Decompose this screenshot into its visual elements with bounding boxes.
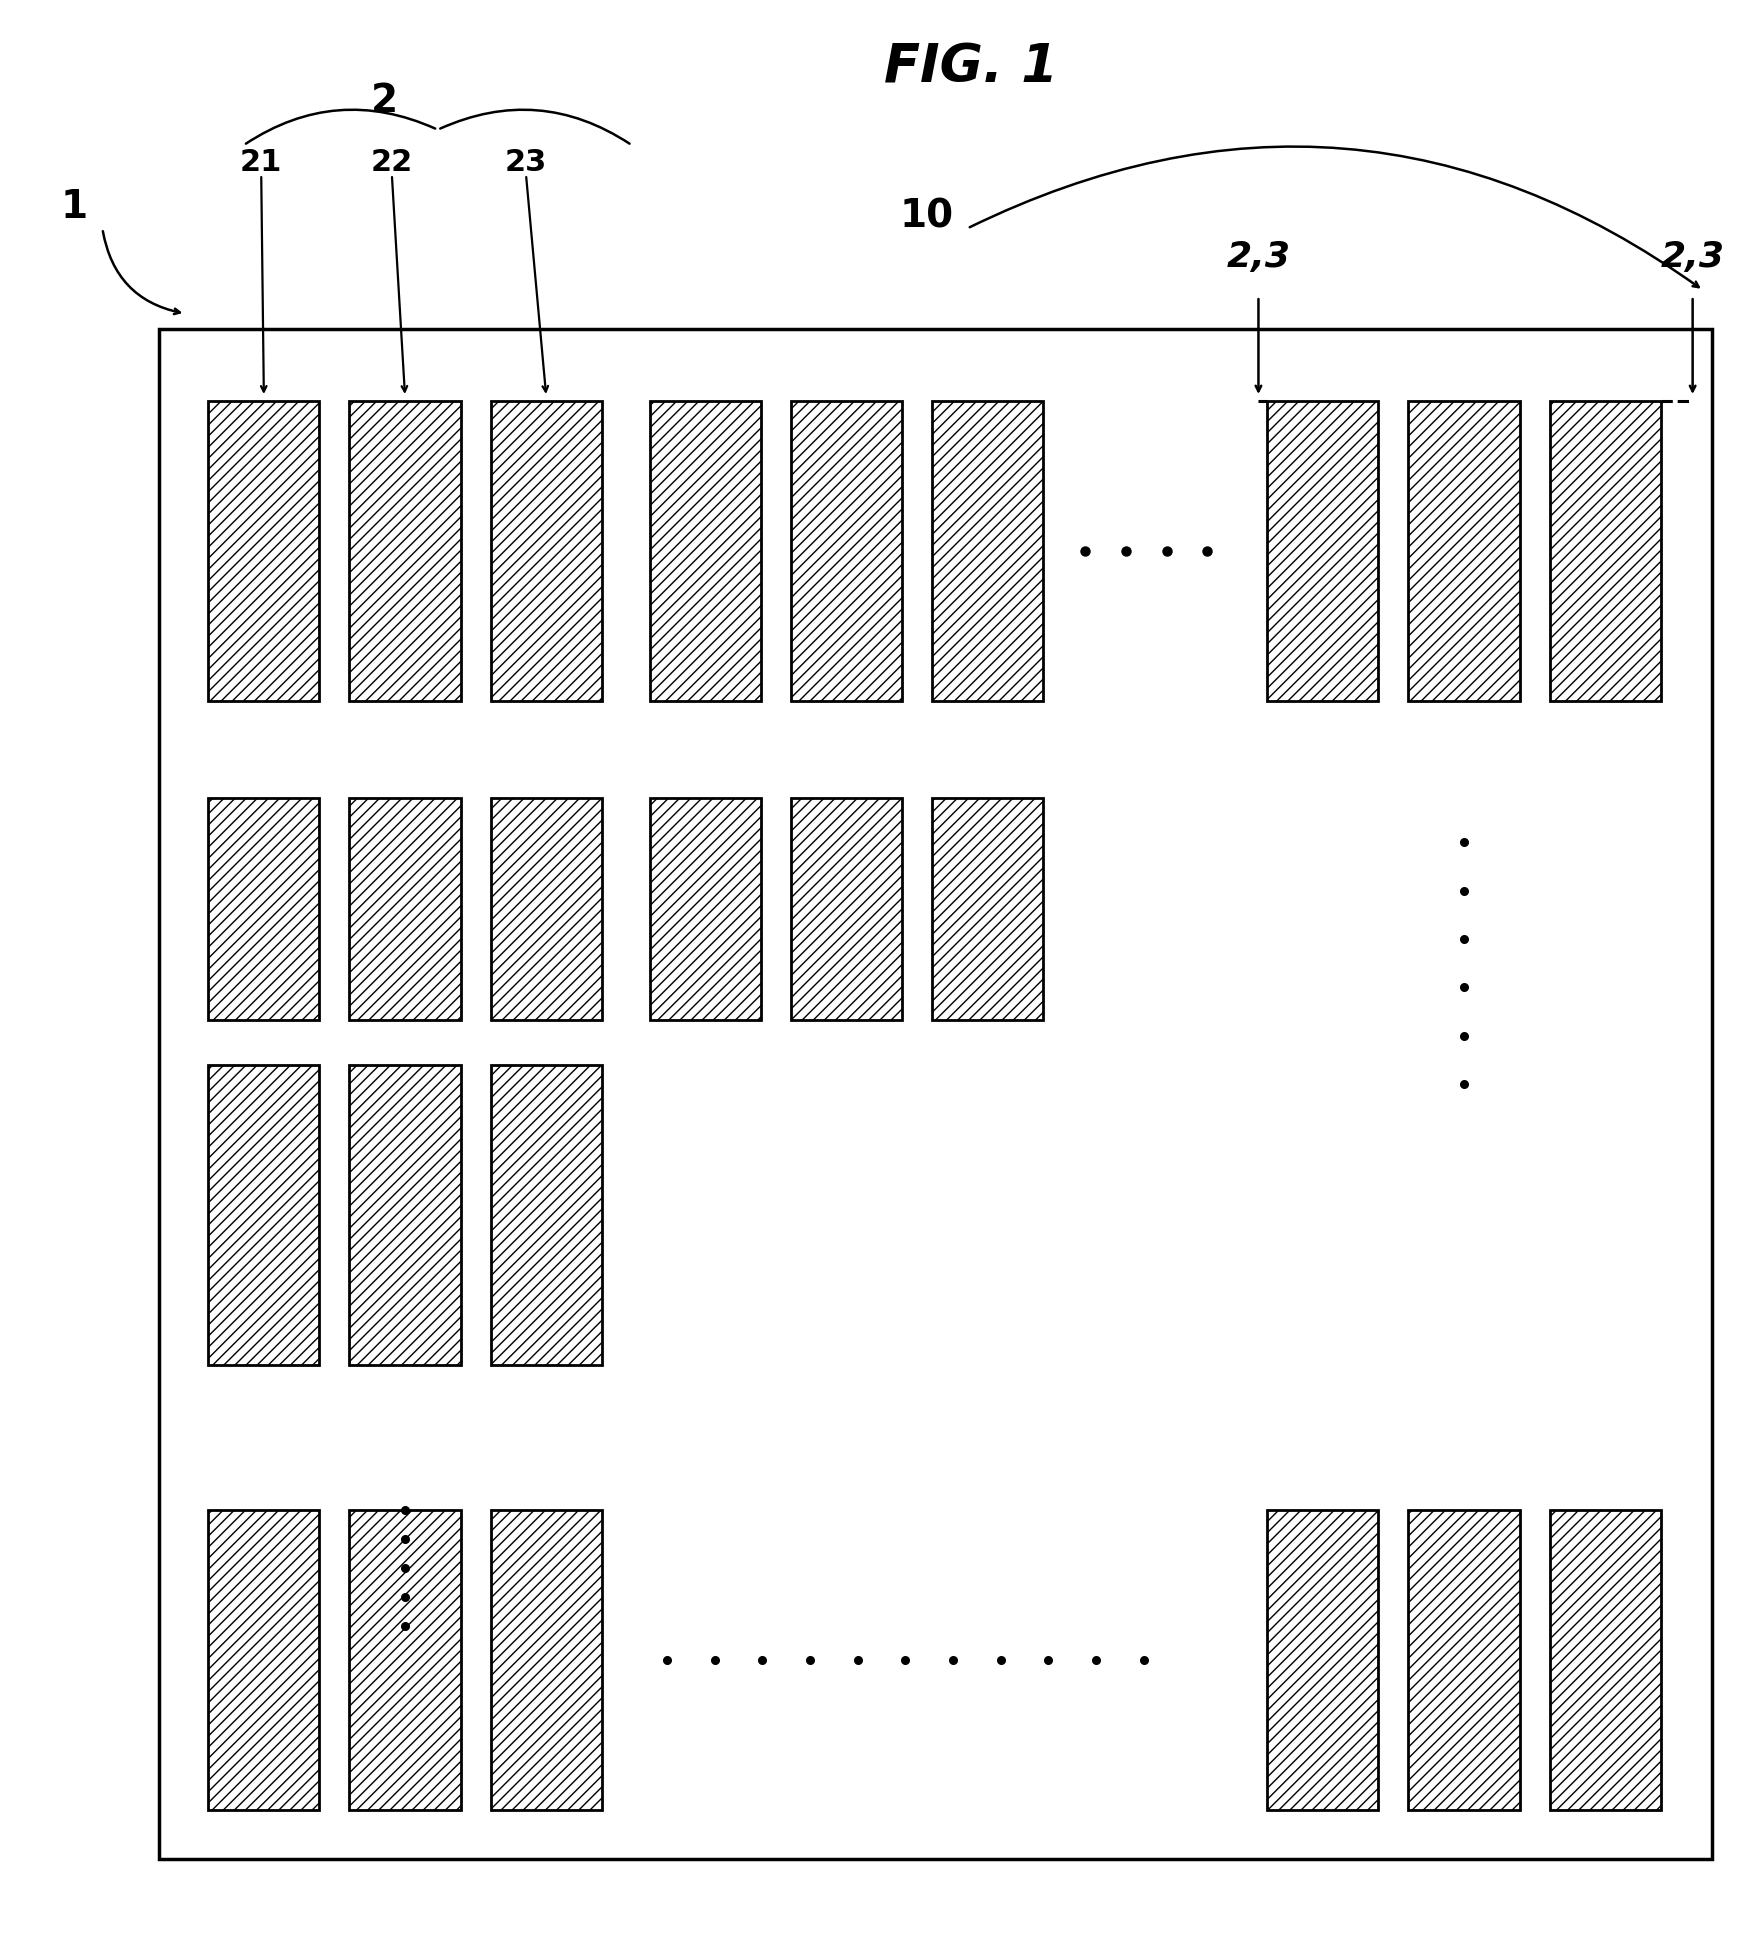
Bar [490,1510,602,1810]
Text: 2,3: 2,3 [1660,240,1723,275]
Bar [1408,1510,1519,1810]
Bar [349,798,460,1020]
Bar [208,798,319,1020]
Bar [1267,1510,1378,1810]
Text: 22: 22 [370,149,413,176]
Text: FIG. 1: FIG. 1 [884,43,1057,93]
Bar [208,1510,319,1810]
Bar [790,401,901,701]
Bar [490,401,602,701]
Bar [208,401,319,701]
Bar [1549,1510,1660,1810]
Text: 21: 21 [240,149,282,176]
Bar [490,1065,602,1365]
Text: 10: 10 [900,197,953,236]
Bar [931,401,1043,701]
Bar [208,1065,319,1365]
Bar [1408,401,1519,701]
Bar [159,329,1711,1859]
Bar [349,1065,460,1365]
Bar [649,401,760,701]
Bar [349,1510,460,1810]
Bar [1267,401,1378,701]
Bar [1549,401,1660,701]
Bar [490,798,602,1020]
Text: 2,3: 2,3 [1226,240,1289,275]
Bar [649,798,760,1020]
Text: 2: 2 [370,81,399,120]
Text: 23: 23 [505,149,547,176]
Bar [349,401,460,701]
Bar [931,798,1043,1020]
Bar [790,798,901,1020]
Text: 1: 1 [60,188,88,227]
